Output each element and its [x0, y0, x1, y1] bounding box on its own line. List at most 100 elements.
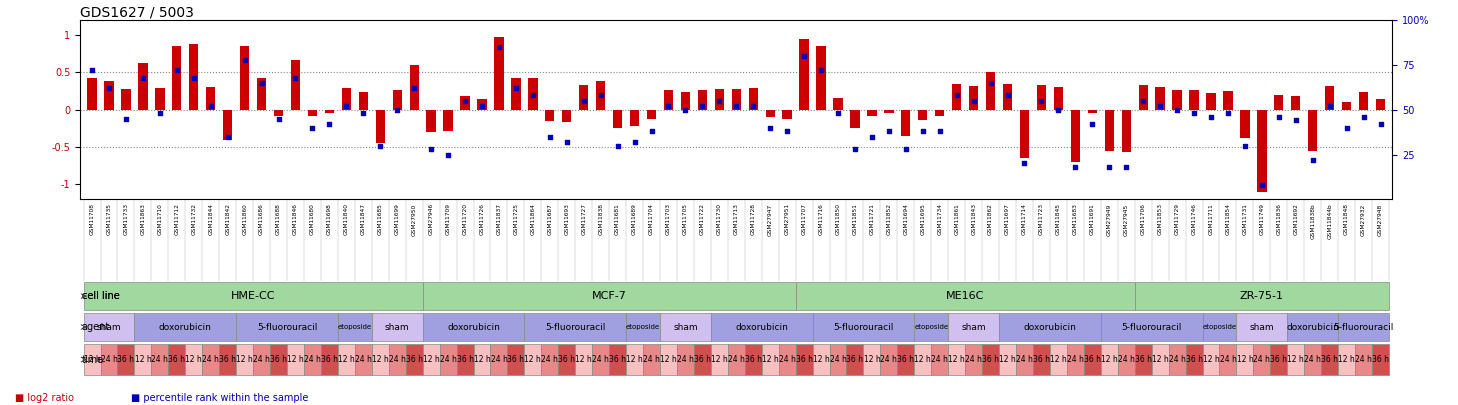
Text: 24 h: 24 h [101, 355, 118, 364]
Text: 24 h: 24 h [592, 355, 609, 364]
Text: 24 h: 24 h [1118, 355, 1134, 364]
Point [98, 85, 121, 92]
Point [1013, 160, 1037, 167]
Bar [254, 344, 270, 375]
Point [216, 133, 239, 140]
Bar [576, 344, 592, 375]
Text: 12 h: 12 h [1152, 355, 1168, 364]
Bar [474, 344, 490, 375]
Bar [190, 44, 198, 110]
Bar [1032, 344, 1050, 375]
Text: 36 h: 36 h [1321, 355, 1338, 364]
Text: 24 h: 24 h [389, 355, 405, 364]
Text: 24 h: 24 h [643, 355, 660, 364]
Point [607, 142, 630, 149]
Bar [83, 282, 423, 310]
Text: GSM11733: GSM11733 [124, 203, 128, 235]
Bar [423, 282, 796, 310]
Bar [948, 313, 999, 341]
Text: GSM11685: GSM11685 [378, 203, 383, 235]
Text: GSM11720: GSM11720 [462, 203, 468, 235]
Point [1131, 98, 1155, 104]
Text: 36 h: 36 h [507, 355, 525, 364]
Text: GSM11704: GSM11704 [649, 203, 655, 235]
Point [369, 142, 392, 149]
Point [978, 80, 1002, 86]
Text: GSM11842: GSM11842 [225, 203, 230, 235]
Bar [236, 344, 254, 375]
Text: 36 h: 36 h [1083, 355, 1101, 364]
Bar [952, 84, 961, 110]
Text: GSM11686: GSM11686 [260, 203, 264, 235]
Point [267, 115, 290, 122]
Text: etoposide: etoposide [338, 324, 372, 330]
Bar [372, 344, 389, 375]
Text: 12 h: 12 h [1287, 355, 1303, 364]
Text: GSM11838: GSM11838 [598, 203, 604, 235]
Point [300, 124, 324, 131]
Bar [1376, 98, 1385, 110]
Text: 36 h: 36 h [609, 355, 625, 364]
Bar [172, 46, 181, 110]
Text: GSM11729: GSM11729 [1175, 203, 1180, 235]
Bar [185, 344, 203, 375]
Text: 12 h: 12 h [1203, 355, 1219, 364]
Text: GSM11694: GSM11694 [904, 203, 908, 235]
Point [742, 103, 765, 109]
Bar [919, 110, 927, 120]
Text: GDS1627 / 5003: GDS1627 / 5003 [80, 5, 194, 19]
Text: etoposide: etoposide [914, 324, 948, 330]
Text: GSM11721: GSM11721 [869, 203, 875, 235]
Point [843, 146, 866, 152]
Text: 5-fluorouracil: 5-fluorouracil [257, 322, 318, 332]
Text: GSM11853: GSM11853 [1158, 203, 1162, 235]
Bar [914, 313, 948, 341]
Bar [1134, 282, 1389, 310]
Point [249, 80, 273, 86]
Bar [456, 344, 474, 375]
Text: GSM11746: GSM11746 [1191, 203, 1197, 235]
Bar [83, 344, 101, 375]
Text: GSM27949: GSM27949 [1107, 203, 1112, 236]
Bar [1292, 96, 1301, 110]
Bar [443, 110, 453, 131]
Text: sham: sham [961, 322, 986, 332]
Text: GSM11703: GSM11703 [666, 203, 671, 235]
Text: cell line: cell line [82, 291, 120, 301]
Text: 12 h: 12 h [423, 355, 439, 364]
Bar [612, 110, 623, 128]
Text: 36 h: 36 h [745, 355, 761, 364]
Bar [139, 63, 147, 110]
Text: GSM11735: GSM11735 [106, 203, 111, 235]
Text: 12 h: 12 h [338, 355, 354, 364]
Text: GSM11705: GSM11705 [682, 203, 688, 235]
Text: 24 h: 24 h [1354, 355, 1372, 364]
Point [707, 98, 730, 104]
Point [1182, 110, 1206, 117]
Text: doxorubicin: doxorubicin [448, 322, 500, 332]
Text: GSM11844: GSM11844 [208, 203, 213, 235]
Text: GSM11852: GSM11852 [886, 203, 891, 235]
Bar [1134, 344, 1152, 375]
Bar [1236, 313, 1287, 341]
Bar [1270, 344, 1287, 375]
Text: GSM11728: GSM11728 [751, 203, 755, 235]
Point [1369, 121, 1392, 127]
Point [1250, 182, 1273, 188]
Point [1165, 107, 1188, 113]
Point [114, 115, 137, 122]
Bar [796, 282, 1134, 310]
Bar [847, 344, 863, 375]
Bar [643, 344, 660, 375]
Text: ■ percentile rank within the sample: ■ percentile rank within the sample [131, 393, 309, 403]
Bar [745, 344, 761, 375]
Point [929, 128, 952, 134]
Bar [563, 110, 572, 122]
Text: 36 h: 36 h [1185, 355, 1203, 364]
Text: GSM11863: GSM11863 [140, 203, 146, 235]
Text: GSM11734: GSM11734 [937, 203, 942, 235]
Text: 24 h: 24 h [440, 355, 456, 364]
Bar [970, 86, 978, 110]
Bar [1105, 110, 1114, 151]
Bar [609, 344, 625, 375]
